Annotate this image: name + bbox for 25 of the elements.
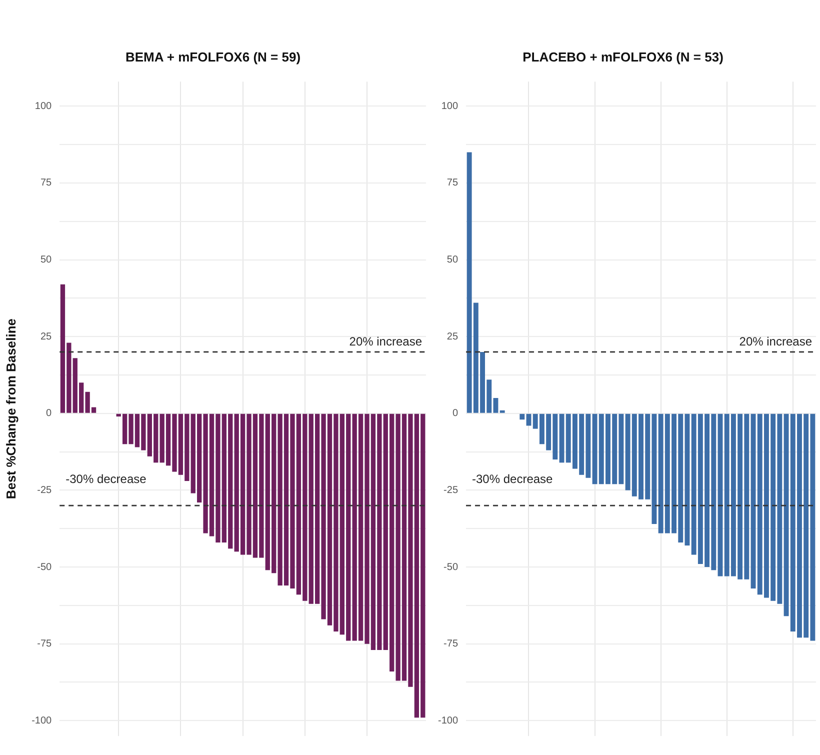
y-tick-label: -75 (37, 638, 52, 650)
ref-line-label: 20% increase (739, 334, 812, 348)
chart-title: BEMA + mFOLFOX6 (N = 59) (125, 49, 301, 64)
y-tick-label: 0 (452, 408, 458, 420)
y-tick-label: -25 (444, 484, 458, 496)
y-tick-label: 50 (40, 254, 52, 266)
y-tick-label: -25 (37, 484, 52, 496)
y-tick-label: -50 (444, 562, 458, 573)
y-tick-label: 25 (40, 331, 52, 342)
ref-line-label: -30% decrease (66, 472, 147, 486)
y-tick-label: 0 (46, 408, 52, 420)
chart-title: PLACEBO + mFOLFOX6 (N = 53) (522, 49, 724, 64)
ref-line-label: -30% decrease (472, 472, 554, 486)
y-tick-label: -75 (444, 638, 458, 650)
y-tick-label: 75 (446, 178, 458, 189)
y-tick-label: 100 (441, 100, 458, 112)
y-tick-label: -100 (32, 715, 52, 726)
y-tick-label: 100 (34, 100, 52, 112)
y-tick-label: -100 (438, 715, 458, 726)
y-axis-title: Best %Change from Baseline (3, 318, 18, 500)
ref-line-label: 20% increase (349, 334, 422, 348)
y-tick-label: 75 (40, 178, 52, 189)
y-tick-label: -50 (37, 562, 52, 573)
y-tick-label: 50 (446, 254, 458, 266)
y-tick-label: 25 (446, 331, 458, 342)
